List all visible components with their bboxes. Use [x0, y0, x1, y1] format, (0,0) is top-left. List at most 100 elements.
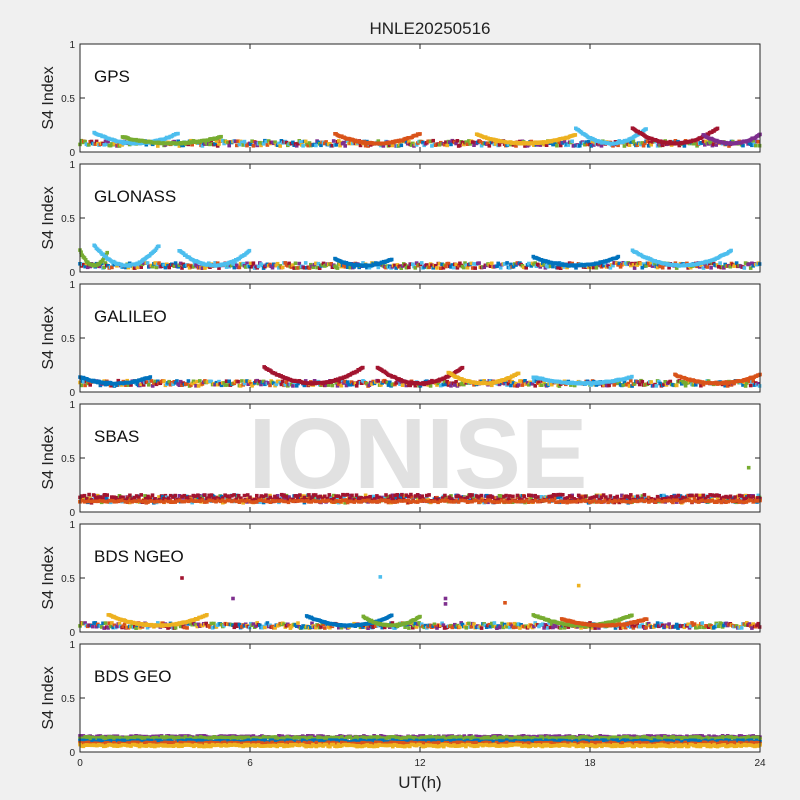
data-point [130, 497, 134, 501]
data-point [102, 256, 106, 261]
data-point [107, 499, 112, 503]
data-point [524, 266, 528, 270]
data-point [96, 499, 100, 504]
data-point [395, 263, 400, 267]
data-point [359, 496, 363, 500]
data-point [115, 495, 119, 500]
data-point [434, 499, 438, 504]
data-point [368, 499, 372, 504]
data-point [227, 143, 231, 148]
data-point [105, 497, 109, 501]
data-point [756, 621, 761, 626]
data-point [388, 380, 392, 385]
data-point [703, 143, 707, 147]
data-point [208, 142, 212, 147]
data-point [754, 496, 758, 501]
data-point [505, 261, 509, 265]
data-point [287, 623, 291, 628]
data-point [618, 626, 623, 630]
data-point [439, 266, 443, 270]
data-point [529, 493, 533, 498]
data-point [529, 496, 534, 500]
data-point [394, 495, 398, 500]
data-point [200, 498, 205, 502]
data-point [247, 264, 252, 269]
data-point [597, 626, 601, 630]
data-point [361, 498, 366, 503]
data-point [556, 500, 561, 504]
data-point [396, 496, 401, 500]
constellation-label: SBAS [94, 427, 139, 446]
data-point [198, 494, 202, 498]
data-point [88, 383, 92, 387]
data-point [465, 495, 470, 500]
data-point [509, 622, 513, 626]
data-point [180, 499, 184, 504]
data-point [211, 496, 216, 501]
data-point [669, 499, 674, 504]
data-point [436, 497, 440, 502]
data-point [588, 496, 592, 500]
x-axis-ticks [79, 164, 761, 272]
data-point [115, 624, 119, 629]
data-point [454, 380, 458, 384]
data-point [715, 500, 719, 504]
data-point [83, 383, 87, 388]
data-point [548, 264, 553, 269]
data-point [583, 499, 588, 503]
data-point [506, 381, 511, 386]
data-point [302, 499, 307, 503]
data-point [128, 493, 132, 498]
data-point [699, 496, 703, 501]
data-point [233, 622, 238, 627]
data-point [339, 383, 344, 388]
data-point [556, 492, 561, 497]
data-point [717, 265, 721, 269]
data-point [440, 262, 444, 267]
data-point [85, 497, 89, 501]
data-point [688, 624, 693, 629]
data-point [402, 499, 406, 503]
data-point [238, 384, 243, 388]
data-point [615, 494, 619, 499]
data-point [470, 140, 475, 144]
data-point [291, 499, 295, 504]
data-point [332, 497, 336, 501]
data-point [326, 383, 331, 387]
data-point [105, 493, 109, 497]
data-point [538, 265, 543, 269]
data-point [570, 500, 574, 504]
data-point [202, 500, 207, 504]
data-point [208, 496, 212, 500]
data-point [330, 383, 335, 388]
y-tick-label: 0 [69, 268, 75, 279]
data-point [498, 494, 503, 498]
data-point [432, 622, 437, 627]
data-point [631, 263, 636, 267]
data-point [321, 261, 326, 266]
data-point [330, 143, 335, 148]
data-point [472, 262, 476, 266]
data-point [245, 261, 249, 266]
data-point [756, 382, 761, 386]
data-point [343, 144, 347, 148]
data-point [247, 248, 252, 253]
data-point [523, 144, 527, 148]
data-point [247, 379, 252, 384]
data-point [524, 498, 529, 503]
y-tick-label: 1 [69, 280, 75, 291]
data-point [447, 499, 452, 504]
data-point [449, 497, 454, 501]
data-point [256, 264, 261, 269]
data-point [111, 625, 115, 630]
data-point [741, 383, 745, 387]
data-point [529, 264, 534, 268]
data-point [277, 499, 282, 503]
data-point [227, 498, 232, 503]
data-point [663, 380, 667, 384]
data-point [425, 263, 429, 267]
data-point [161, 494, 165, 499]
data-point [455, 266, 460, 270]
data-point [214, 499, 218, 504]
data-point [511, 494, 515, 499]
